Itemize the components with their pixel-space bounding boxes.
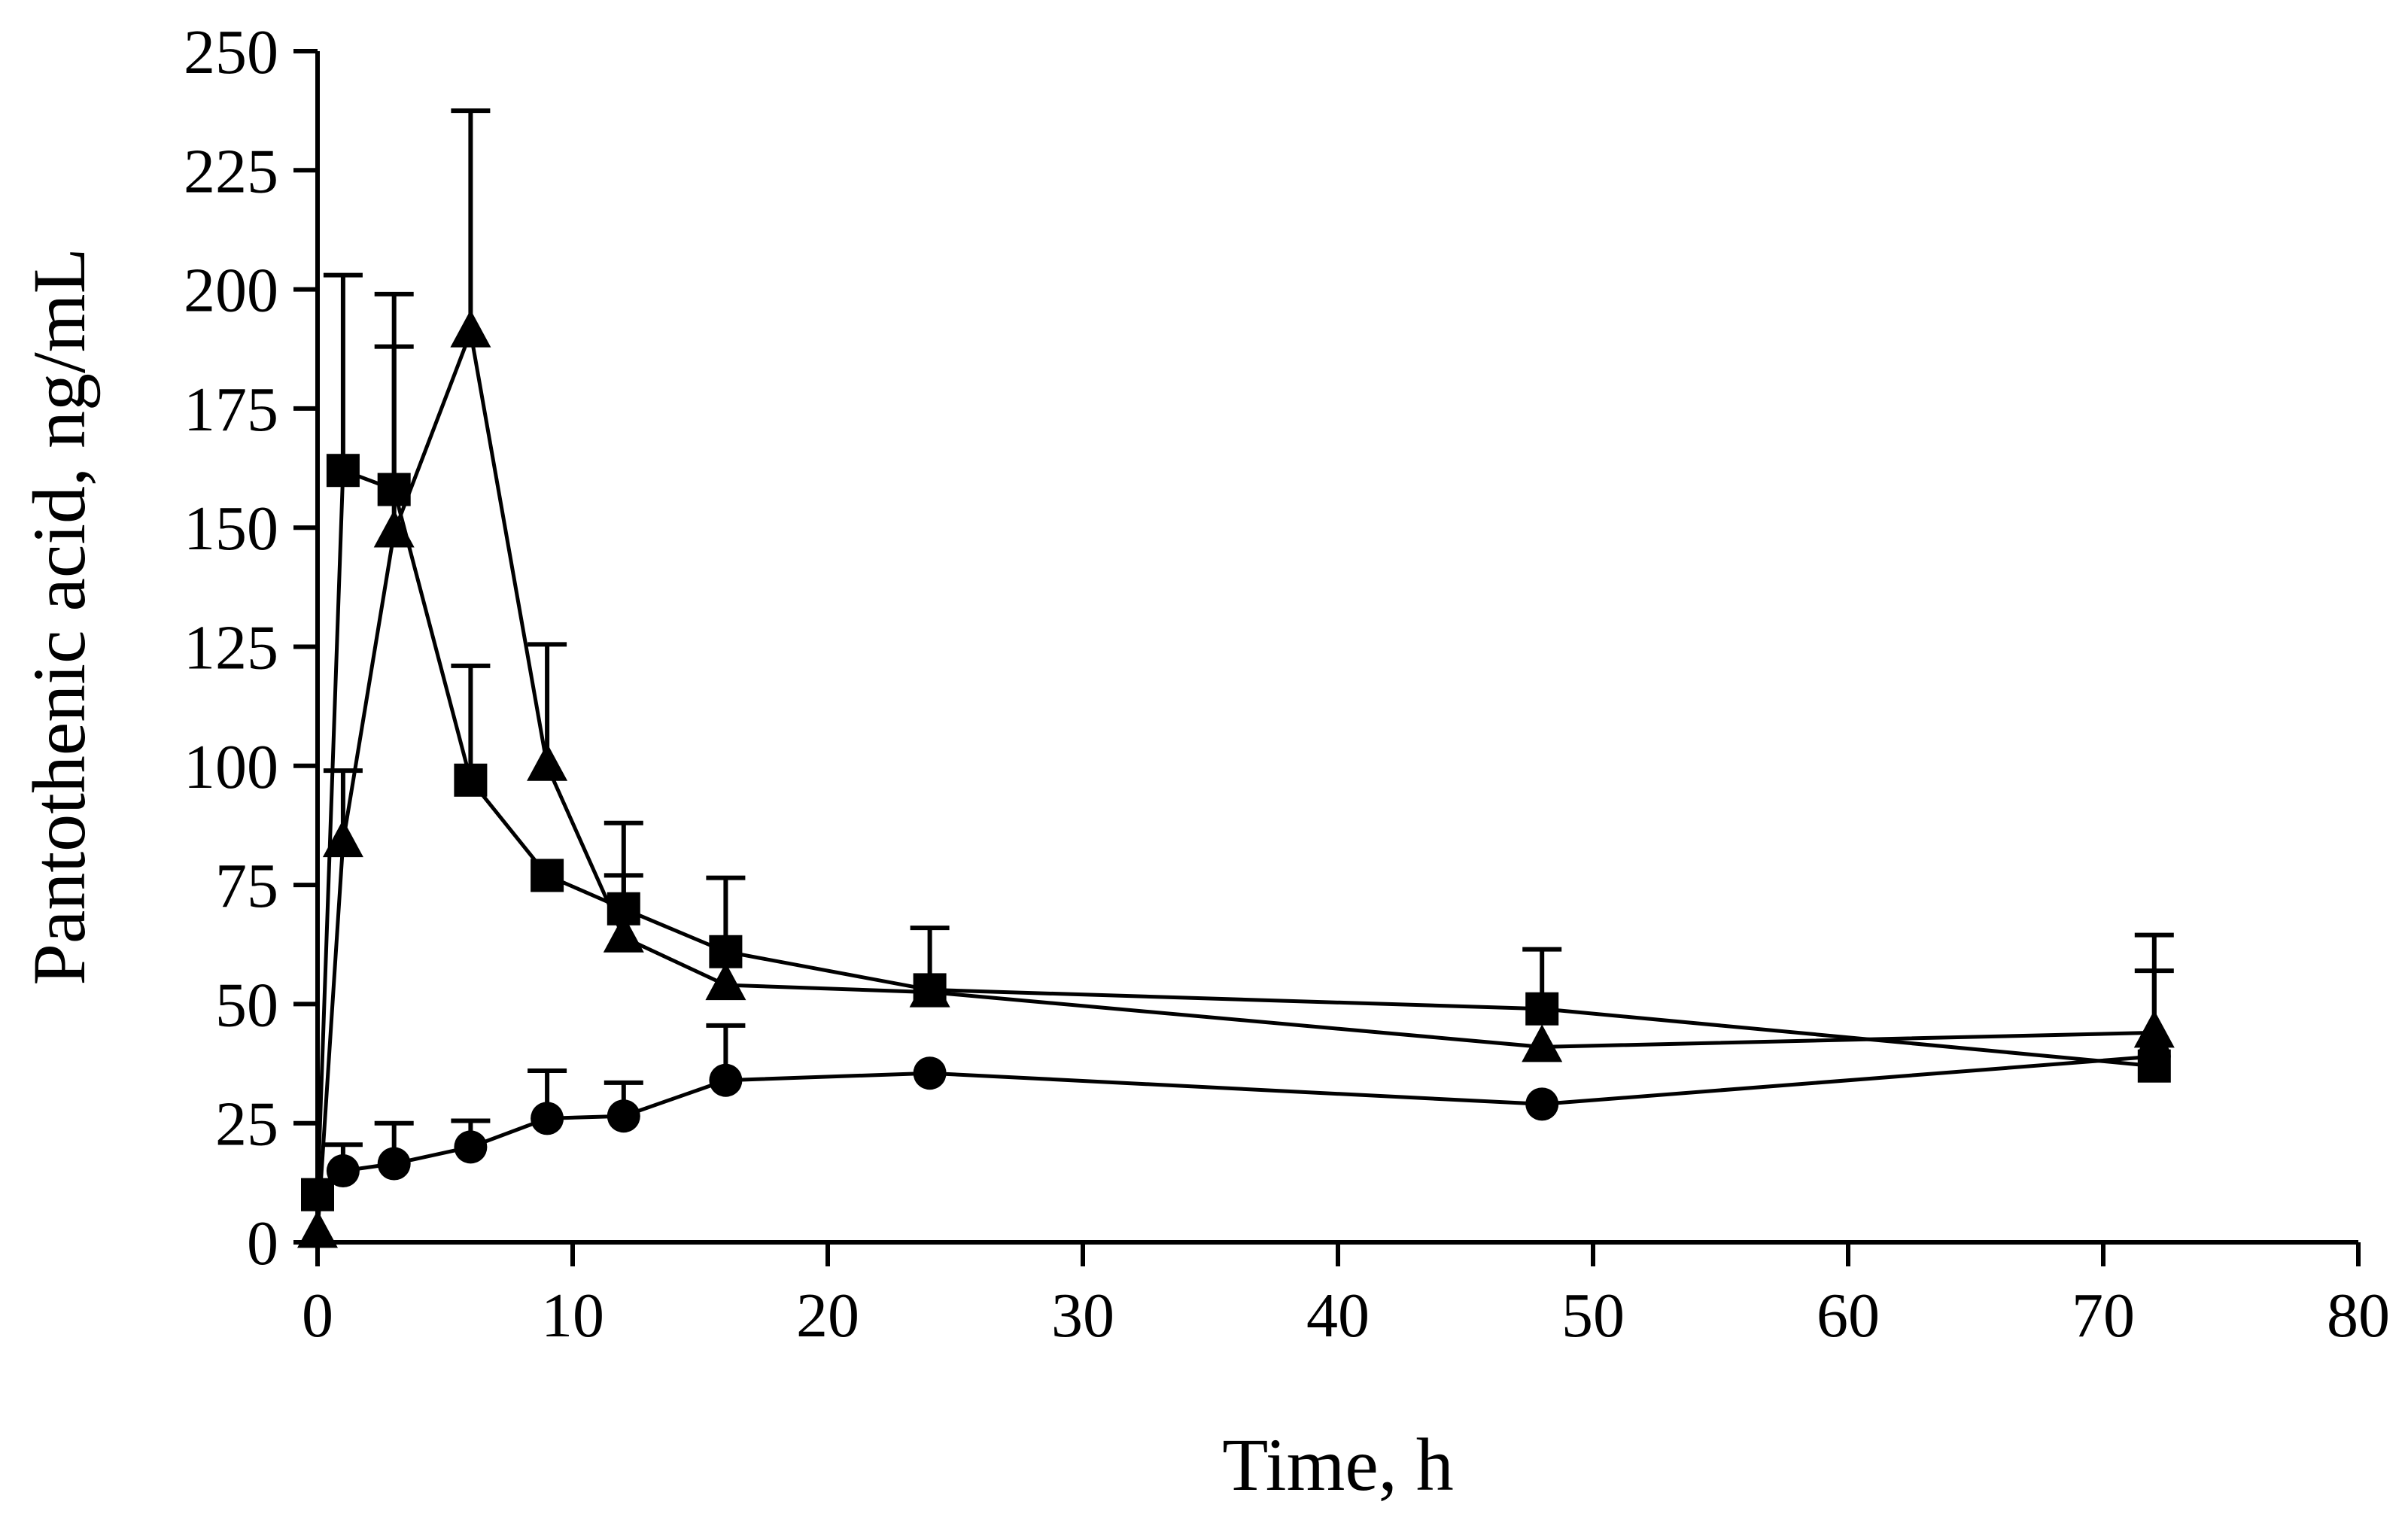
y-tick-label: 150 <box>184 494 278 564</box>
y-tick-label: 175 <box>184 375 278 445</box>
y-tick-label: 200 <box>184 256 278 326</box>
square-point <box>2137 1049 2171 1083</box>
y-tick-label: 250 <box>184 17 278 87</box>
y-tick-label: 50 <box>215 970 278 1040</box>
x-tick-label: 80 <box>2327 1281 2390 1351</box>
circle-series-line <box>316 1054 2154 1196</box>
square-point <box>377 473 411 506</box>
x-tick-label: 20 <box>796 1281 859 1351</box>
triangle-point <box>373 509 415 548</box>
series-lines <box>315 325 2155 1233</box>
triangle-point <box>527 743 568 781</box>
x-tick-label: 60 <box>1817 1281 1880 1351</box>
square-point <box>454 763 488 797</box>
circle-point <box>454 1130 488 1164</box>
y-tick-label: 75 <box>215 851 278 921</box>
circle-point <box>913 1056 947 1090</box>
y-tick-label: 225 <box>184 136 278 206</box>
y-axis-title: Pantothenic acid, ng/mL <box>17 248 101 985</box>
triangle-point <box>705 962 746 1001</box>
triangle-point <box>909 969 950 1008</box>
circle-point <box>709 1063 743 1097</box>
square-point <box>326 454 360 488</box>
square-point <box>1525 992 1559 1026</box>
x-tick-label: 70 <box>2072 1281 2135 1351</box>
triangle-point <box>2133 1010 2175 1048</box>
triangle-point <box>450 309 491 348</box>
y-tick-label: 100 <box>184 732 278 802</box>
x-tick-label: 40 <box>1306 1281 1370 1351</box>
circle-point <box>607 1099 640 1133</box>
x-tick-label: 10 <box>541 1281 604 1351</box>
y-ticks: 0 25 50 75 100 125 150 175 200 225 250 <box>184 17 318 1278</box>
error-bars <box>323 108 2174 1172</box>
circle-point <box>531 1102 564 1135</box>
x-tick-label: 30 <box>1051 1281 1114 1351</box>
series-markers <box>297 309 2175 1248</box>
triangle-point <box>297 1210 338 1248</box>
x-tick-label: 50 <box>1561 1281 1625 1351</box>
y-tick-label: 0 <box>247 1208 278 1278</box>
triangle-point <box>1522 1024 1563 1062</box>
square-series-line <box>315 467 2155 1195</box>
circle-point <box>1525 1087 1559 1121</box>
circle-point <box>377 1147 411 1181</box>
x-ticks: 0 10 20 30 40 50 60 70 80 <box>302 1242 2390 1351</box>
x-axis-title: Time, h <box>1222 1423 1454 1506</box>
square-point <box>531 859 564 892</box>
square-point <box>301 1178 334 1211</box>
triangle-point <box>322 819 363 858</box>
x-tick-label: 0 <box>302 1281 333 1351</box>
triangle-series-line <box>315 325 2154 1233</box>
triangle-point <box>603 914 644 953</box>
circle-point <box>326 1154 360 1188</box>
y-tick-label: 125 <box>184 613 278 683</box>
y-tick-label: 25 <box>215 1090 278 1160</box>
